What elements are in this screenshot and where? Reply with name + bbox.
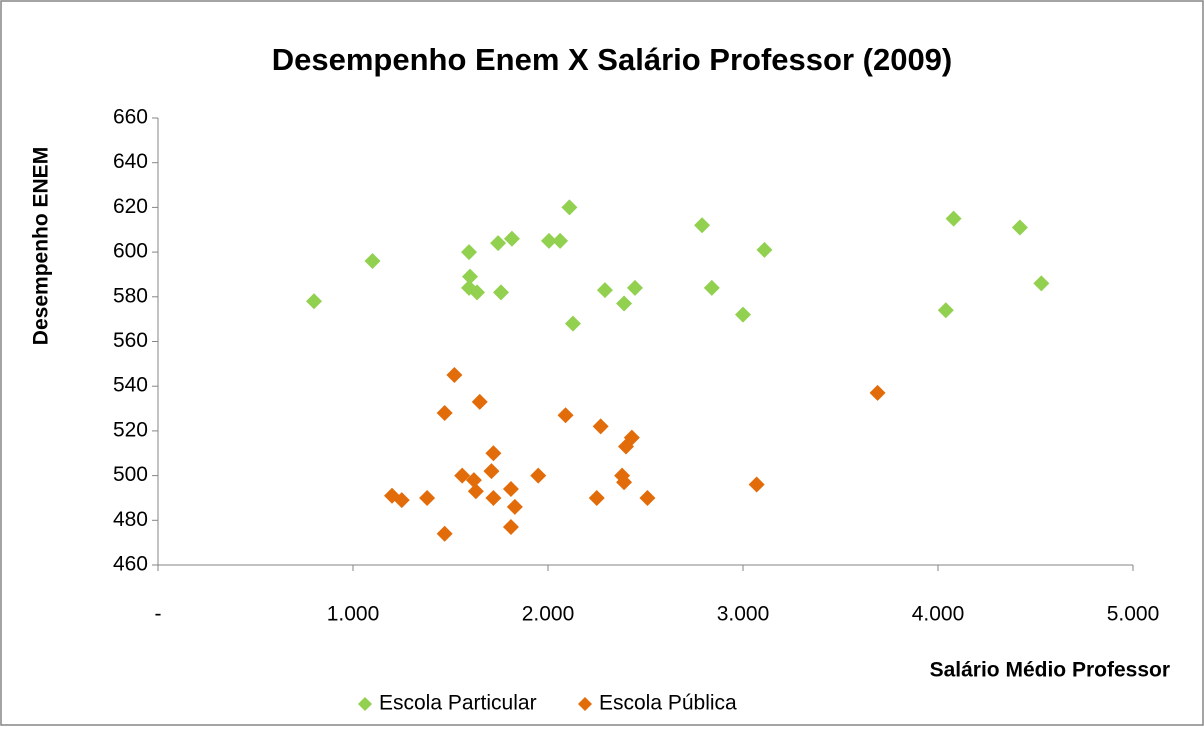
y-tick-label: 500 <box>113 463 148 486</box>
point <box>945 210 962 227</box>
point <box>483 463 500 480</box>
point <box>493 284 510 301</box>
point <box>588 489 605 506</box>
point <box>436 405 453 422</box>
point <box>937 302 954 319</box>
y-tick-label: 660 <box>113 106 148 129</box>
y-tick-label: 560 <box>113 329 148 352</box>
x-tick-label: 4.000 <box>912 603 965 626</box>
legend-label: Escola Particular <box>379 692 537 715</box>
point <box>465 472 482 489</box>
y-tick-label: 540 <box>113 374 148 397</box>
point <box>461 244 478 261</box>
point <box>869 384 886 401</box>
point <box>564 315 581 332</box>
x-tick-label: 2.000 <box>522 603 575 626</box>
point <box>756 241 773 258</box>
point <box>503 230 520 247</box>
point <box>306 293 322 310</box>
point <box>1033 275 1050 292</box>
point <box>436 525 453 542</box>
point <box>552 232 569 249</box>
x-tick-label: 3.000 <box>717 603 770 626</box>
point <box>462 268 478 285</box>
y-tick-label: 600 <box>113 240 148 263</box>
point <box>485 445 502 462</box>
point <box>639 489 656 506</box>
point <box>616 295 633 312</box>
point <box>530 467 547 484</box>
point <box>557 407 574 424</box>
point <box>446 367 463 384</box>
point <box>467 483 484 500</box>
y-tick-label: 480 <box>113 508 148 531</box>
point <box>454 467 471 484</box>
point <box>703 279 720 296</box>
y-tick-label: 640 <box>113 150 148 173</box>
point <box>735 306 751 323</box>
point <box>561 199 578 216</box>
y-tick-label: 620 <box>113 195 148 218</box>
point <box>592 418 609 435</box>
point <box>540 232 557 249</box>
point <box>1011 219 1028 236</box>
chart-title: Desempenho Enem X Salário Professor (200… <box>272 42 953 77</box>
legend-marker <box>578 697 592 711</box>
point <box>471 393 488 410</box>
point <box>626 279 643 296</box>
y-axis-title: Desempenho ENEM <box>30 147 53 345</box>
point <box>469 284 486 301</box>
point <box>485 489 502 506</box>
point <box>393 492 410 509</box>
point <box>618 438 634 455</box>
point <box>694 217 711 234</box>
x-tick-label: 1.000 <box>327 603 380 626</box>
point <box>748 476 765 493</box>
point <box>490 235 507 252</box>
point <box>616 474 633 491</box>
y-tick-label: 460 <box>113 553 148 576</box>
point <box>506 498 523 515</box>
point <box>502 481 519 498</box>
point <box>596 282 613 299</box>
point <box>364 253 381 270</box>
point <box>419 489 436 506</box>
x-axis-title: Salário Médio Professor <box>930 659 1170 682</box>
legend-marker <box>358 697 372 711</box>
y-tick-label: 520 <box>113 418 148 441</box>
x-tick-label: - <box>155 603 162 626</box>
legend-label: Escola Pública <box>599 692 737 715</box>
x-tick-label: 5.000 <box>1107 603 1160 626</box>
y-tick-label: 580 <box>113 284 148 307</box>
point <box>502 519 519 536</box>
